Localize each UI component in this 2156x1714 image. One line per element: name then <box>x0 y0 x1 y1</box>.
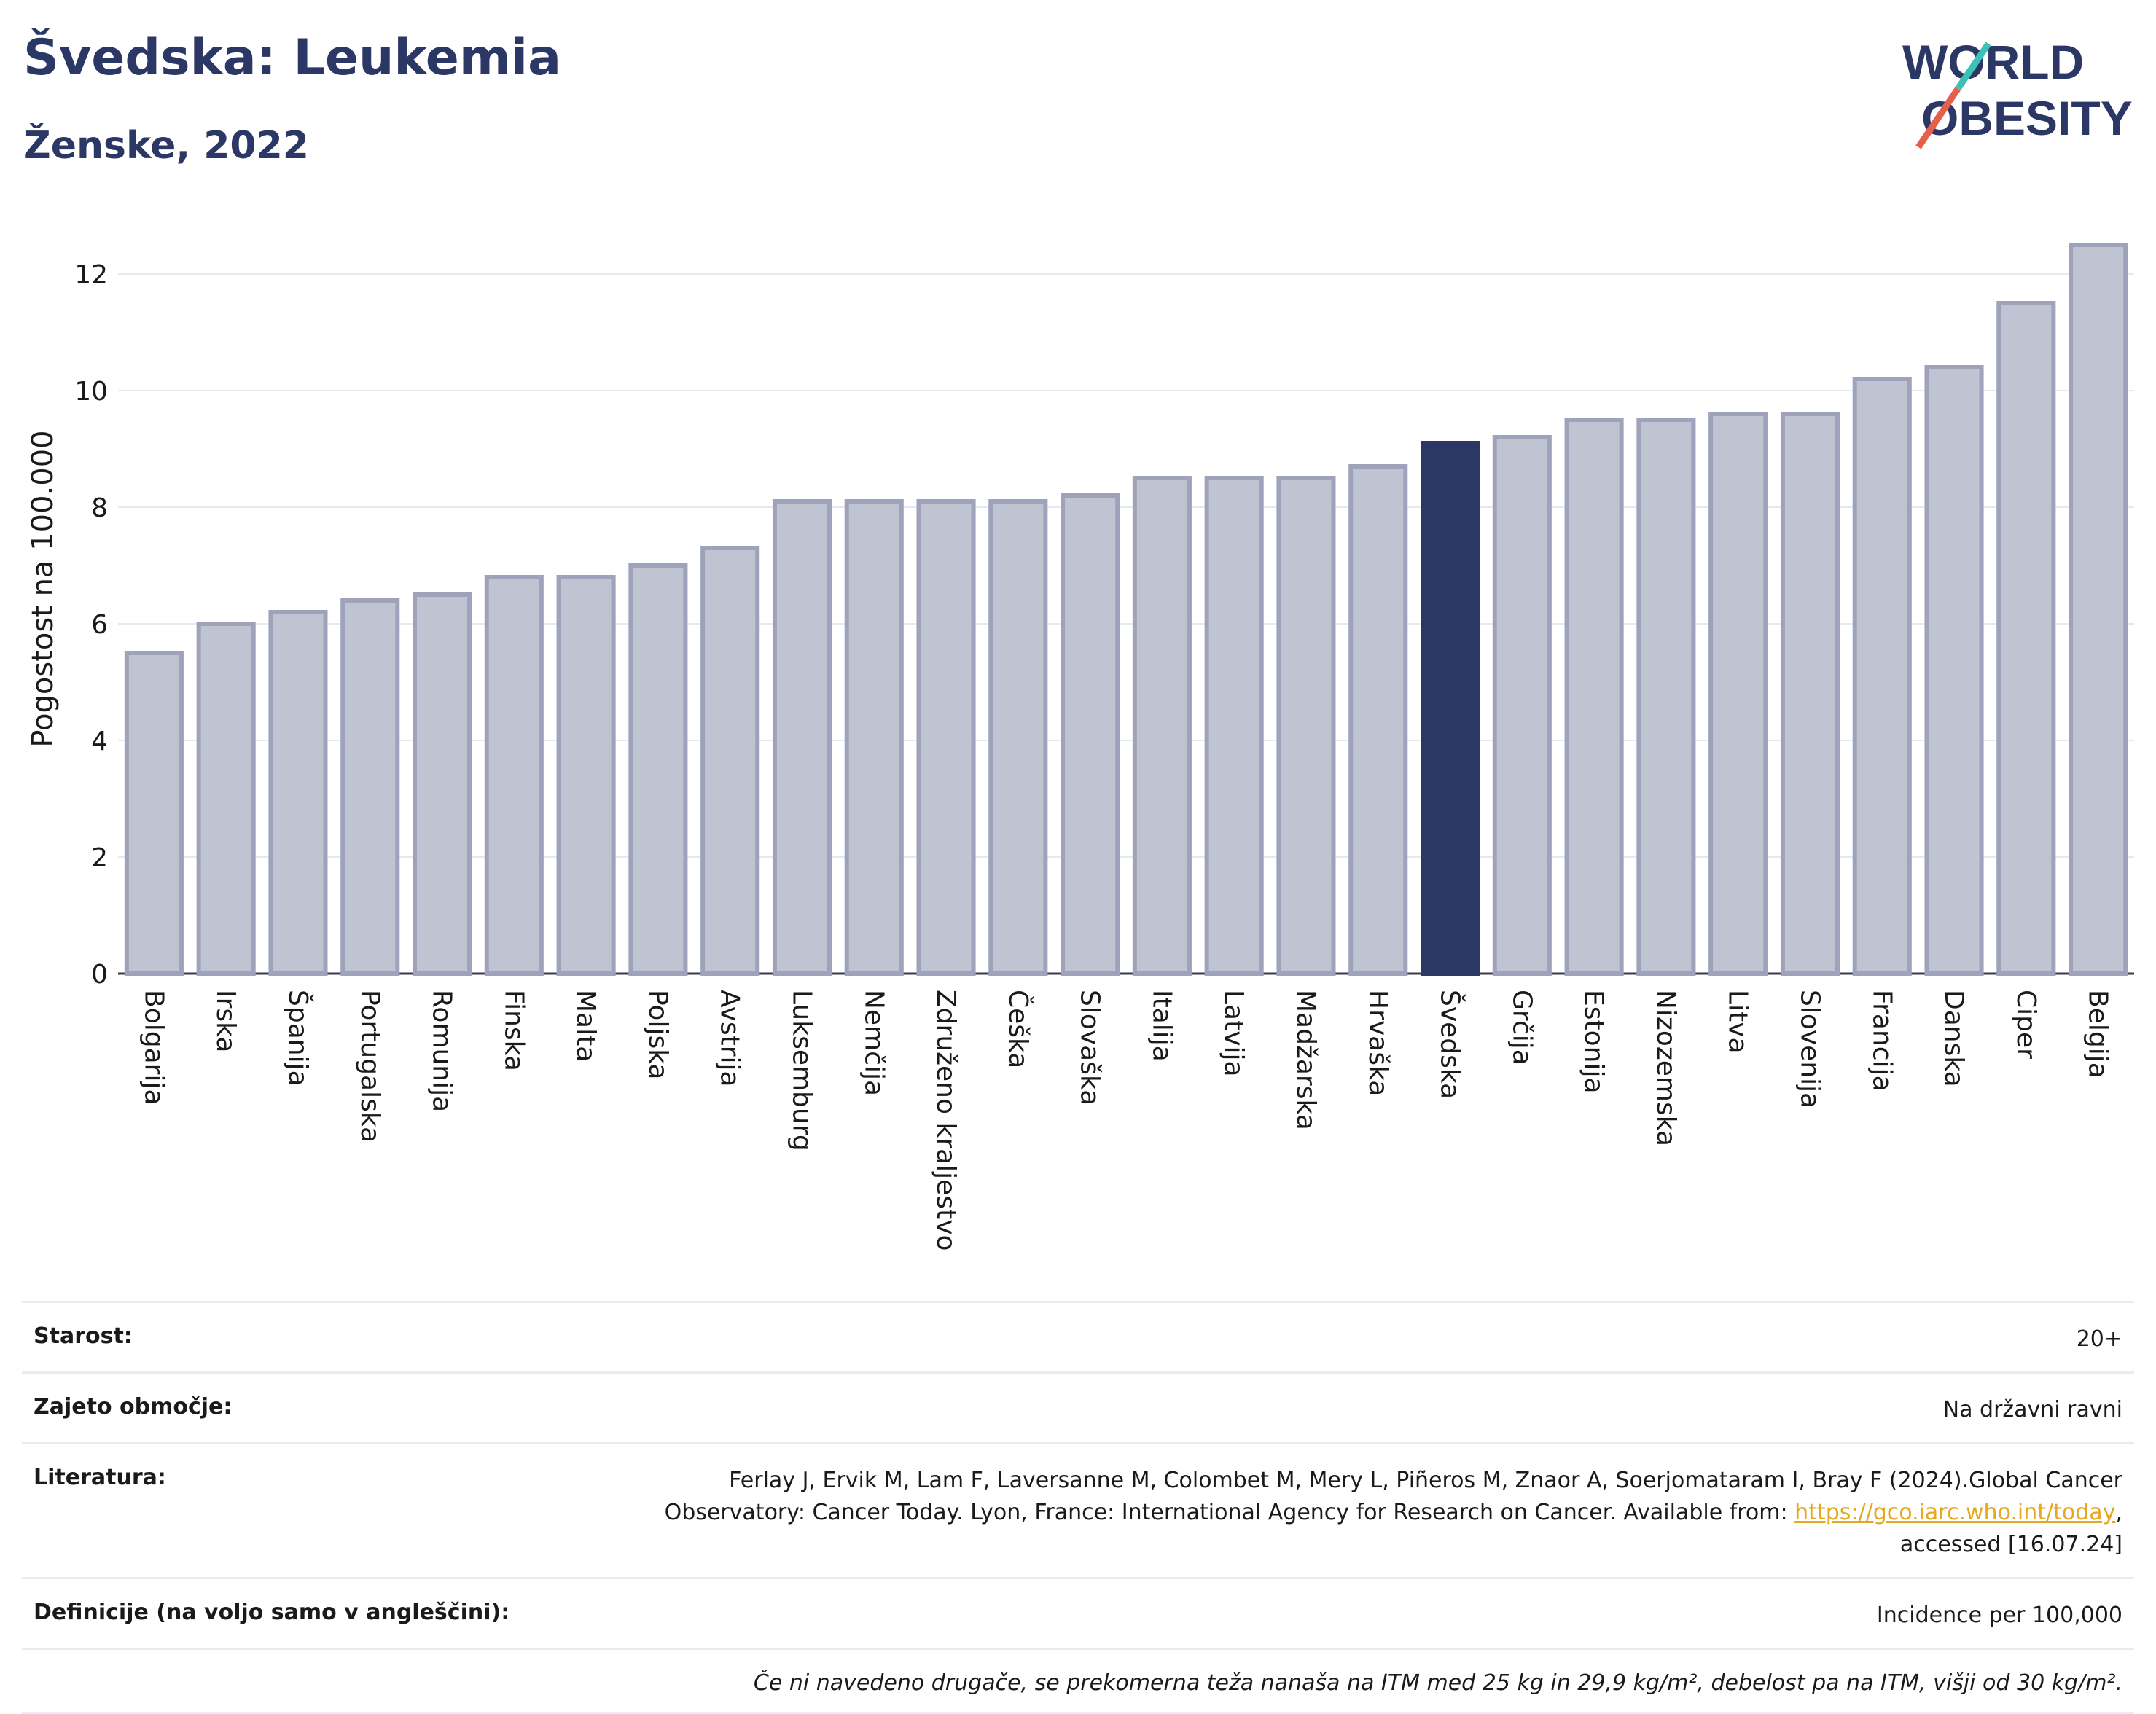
x-tick-label: Estonija <box>1579 990 1609 1094</box>
info-row-literature: Literatura: Ferlay J, Ervik M, Lam F, La… <box>22 1442 2134 1577</box>
area-value: Na državni ravni <box>1942 1397 2122 1423</box>
x-tick-label: Portugalska <box>355 990 385 1143</box>
y-tick-label: 0 <box>91 960 108 990</box>
info-row-age: Starost: 20+ <box>22 1301 2134 1371</box>
y-tick-label: 12 <box>74 260 108 290</box>
y-tick-label: 8 <box>91 493 108 523</box>
bar-Belgija <box>2069 243 2128 976</box>
chart-title: Švedska: Leukemia <box>23 29 561 87</box>
bar-Nizozemska <box>1636 418 1696 976</box>
bar-Danska <box>1924 365 1984 976</box>
bar-Združeno kraljestvo <box>916 499 976 976</box>
info-row-definitions: Definicije (na voljo samo v angleščini):… <box>22 1577 2134 1648</box>
y-tick-labels: 0 2 4 6 8 10 12 <box>74 260 108 990</box>
x-tick-label: Litva <box>1723 990 1753 1054</box>
x-tick-label: Bolgarija <box>138 990 168 1106</box>
bar-Finska <box>484 575 544 976</box>
bar-Slovaška <box>1061 493 1120 976</box>
chart-subtitle: Ženske, 2022 <box>23 124 309 168</box>
logo-word-2: OBESITY <box>1921 91 2133 145</box>
x-tick-labels: Bolgarija Irska Španija Portugalska Romunija… <box>138 990 2112 1251</box>
bar-Estonija <box>1564 418 1624 976</box>
age-label: Starost: <box>34 1323 133 1349</box>
x-tick-label: Češka <box>1003 990 1034 1068</box>
x-tick-label: Poljska <box>643 990 673 1080</box>
x-tick-label: Finska <box>499 990 528 1071</box>
bar-Luksemburg <box>772 499 832 976</box>
literature-value: Ferlay J, Ervik M, Lam F, Laversanne M, … <box>628 1465 2122 1561</box>
y-axis-label: Pogostost na 100.000 <box>26 430 60 747</box>
bar-Nemčija <box>844 499 904 976</box>
footnote: Če ni navedeno drugače, se prekomerna te… <box>753 1670 2122 1696</box>
bar-Malta <box>556 575 616 976</box>
bar-Madžarska <box>1276 476 1336 976</box>
logo-slash-teal <box>1955 42 1991 91</box>
bar-Portugalska <box>340 598 400 976</box>
literature-accessed: , accessed [16.07.24] <box>1899 1500 2122 1557</box>
x-tick-label: Latvija <box>1219 990 1249 1077</box>
bar-Romunija <box>412 592 472 976</box>
bar-Ciper <box>1996 301 2056 976</box>
x-tick-label: Švedska <box>1435 990 1466 1099</box>
bar-Poljska <box>628 563 688 976</box>
definitions-value: Incidence per 100,000 <box>1876 1603 2122 1628</box>
x-tick-label: Nemčija <box>859 990 888 1096</box>
x-tick-label: Slovenija <box>1794 990 1824 1108</box>
x-tick-label: Irska <box>211 990 241 1052</box>
bar-Slovenija <box>1780 412 1840 976</box>
y-tick-label: 2 <box>91 843 108 873</box>
bars <box>124 243 2128 976</box>
x-tick-label: Španija <box>283 990 313 1087</box>
x-tick-label: Avstrija <box>715 990 745 1087</box>
logo-slash-red <box>1915 87 1961 149</box>
x-tick-label: Francija <box>1867 990 1897 1092</box>
x-tick-label: Združeno kraljestvo <box>931 990 961 1251</box>
bar-Švedska <box>1420 441 1480 976</box>
bar-Grčija <box>1492 435 1552 976</box>
x-tick-label: Slovaška <box>1075 990 1105 1106</box>
bar-chart: 0 2 4 6 8 10 12 Bolgarija Irska Španija Portugals… <box>26 243 2134 1251</box>
y-tick-label: 10 <box>74 377 108 407</box>
info-table: Starost: 20+ Zajeto območje: Na državni … <box>22 1301 2134 1714</box>
world-obesity-logo: WORLD OBESITY <box>1902 35 2133 149</box>
area-label: Zajeto območje: <box>34 1394 233 1420</box>
x-tick-label: Danska <box>1939 990 1969 1087</box>
info-row-area: Zajeto območje: Na državni ravni <box>22 1371 2134 1442</box>
x-tick-label: Nizozemska <box>1651 990 1681 1146</box>
bar-Irska <box>196 622 256 976</box>
bar-Italija <box>1132 476 1192 976</box>
bar-Hrvaška <box>1348 464 1408 976</box>
y-tick-label: 6 <box>91 610 108 640</box>
x-tick-label: Hrvaška <box>1363 990 1393 1096</box>
x-tick-label: Italija <box>1147 990 1176 1062</box>
literature-text: Ferlay J, Ervik M, Lam F, Laversanne M, … <box>664 1468 2122 1525</box>
x-tick-label: Malta <box>571 990 601 1062</box>
logo-word-1: WORLD <box>1902 35 2084 89</box>
x-tick-label: Grčija <box>1507 990 1536 1065</box>
bar-Bolgarija <box>124 651 184 976</box>
bar-Litva <box>1708 412 1768 976</box>
x-tick-label: Ciper <box>2011 990 2041 1059</box>
x-tick-label: Luksemburg <box>786 990 816 1151</box>
literature-label: Literatura: <box>34 1465 166 1490</box>
x-tick-label: Belgija <box>2083 990 2113 1079</box>
age-value: 20+ <box>2076 1326 2122 1352</box>
y-tick-label: 4 <box>91 727 108 756</box>
x-tick-label: Madžarska <box>1291 990 1321 1130</box>
info-row-note: Če ni navedeno drugače, se prekomerna te… <box>22 1648 2134 1714</box>
bar-Španija <box>268 610 328 976</box>
literature-link[interactable]: https://gco.iarc.who.int/today <box>1794 1500 2116 1525</box>
bar-Latvija <box>1204 476 1264 976</box>
bar-Avstrija <box>700 546 760 976</box>
bar-Češka <box>988 499 1048 976</box>
definitions-label: Definicije (na voljo samo v angleščini): <box>34 1600 510 1625</box>
x-tick-label: Romunija <box>427 990 457 1112</box>
bar-Francija <box>1852 377 1912 976</box>
